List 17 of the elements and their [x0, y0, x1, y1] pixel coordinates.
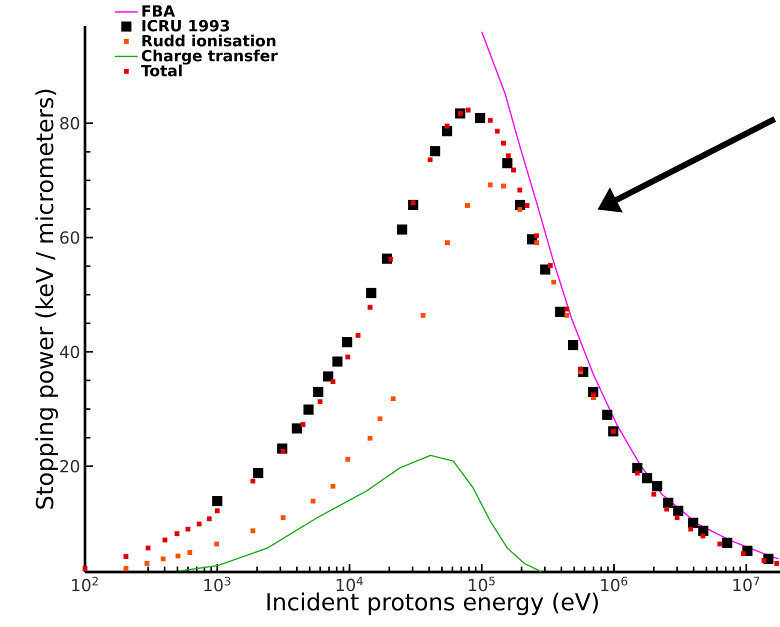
legend-label: Total [141, 64, 182, 76]
x-tick-label: 10$^{4}$ [336, 576, 363, 592]
y-tick-label: 80 [60, 116, 80, 130]
legend-label: Rudd ionisation [142, 34, 276, 46]
legend-label: Charge transfer [142, 50, 278, 65]
x-tick-label: 10$^{7}$ [733, 576, 760, 592]
x-tick-label: 10$^{6}$ [601, 576, 628, 592]
y-axis-title: Stopping power (keV / micrometers) [35, 90, 58, 509]
legend-label: FBA [142, 5, 175, 17]
x-tick-label: 10$^{2}$ [72, 576, 98, 592]
legend-label: ICRU 1993 [142, 20, 230, 32]
y-tick-label: 20 [60, 460, 80, 473]
x-tick-label: 10$^{3}$ [204, 576, 230, 592]
x-tick-label: 10$^{5}$ [468, 576, 495, 592]
y-tick-label: 60 [60, 231, 80, 244]
x-axis-title: Incident protons energy (eV) [267, 592, 598, 616]
y-tick-label: 40 [60, 346, 80, 358]
